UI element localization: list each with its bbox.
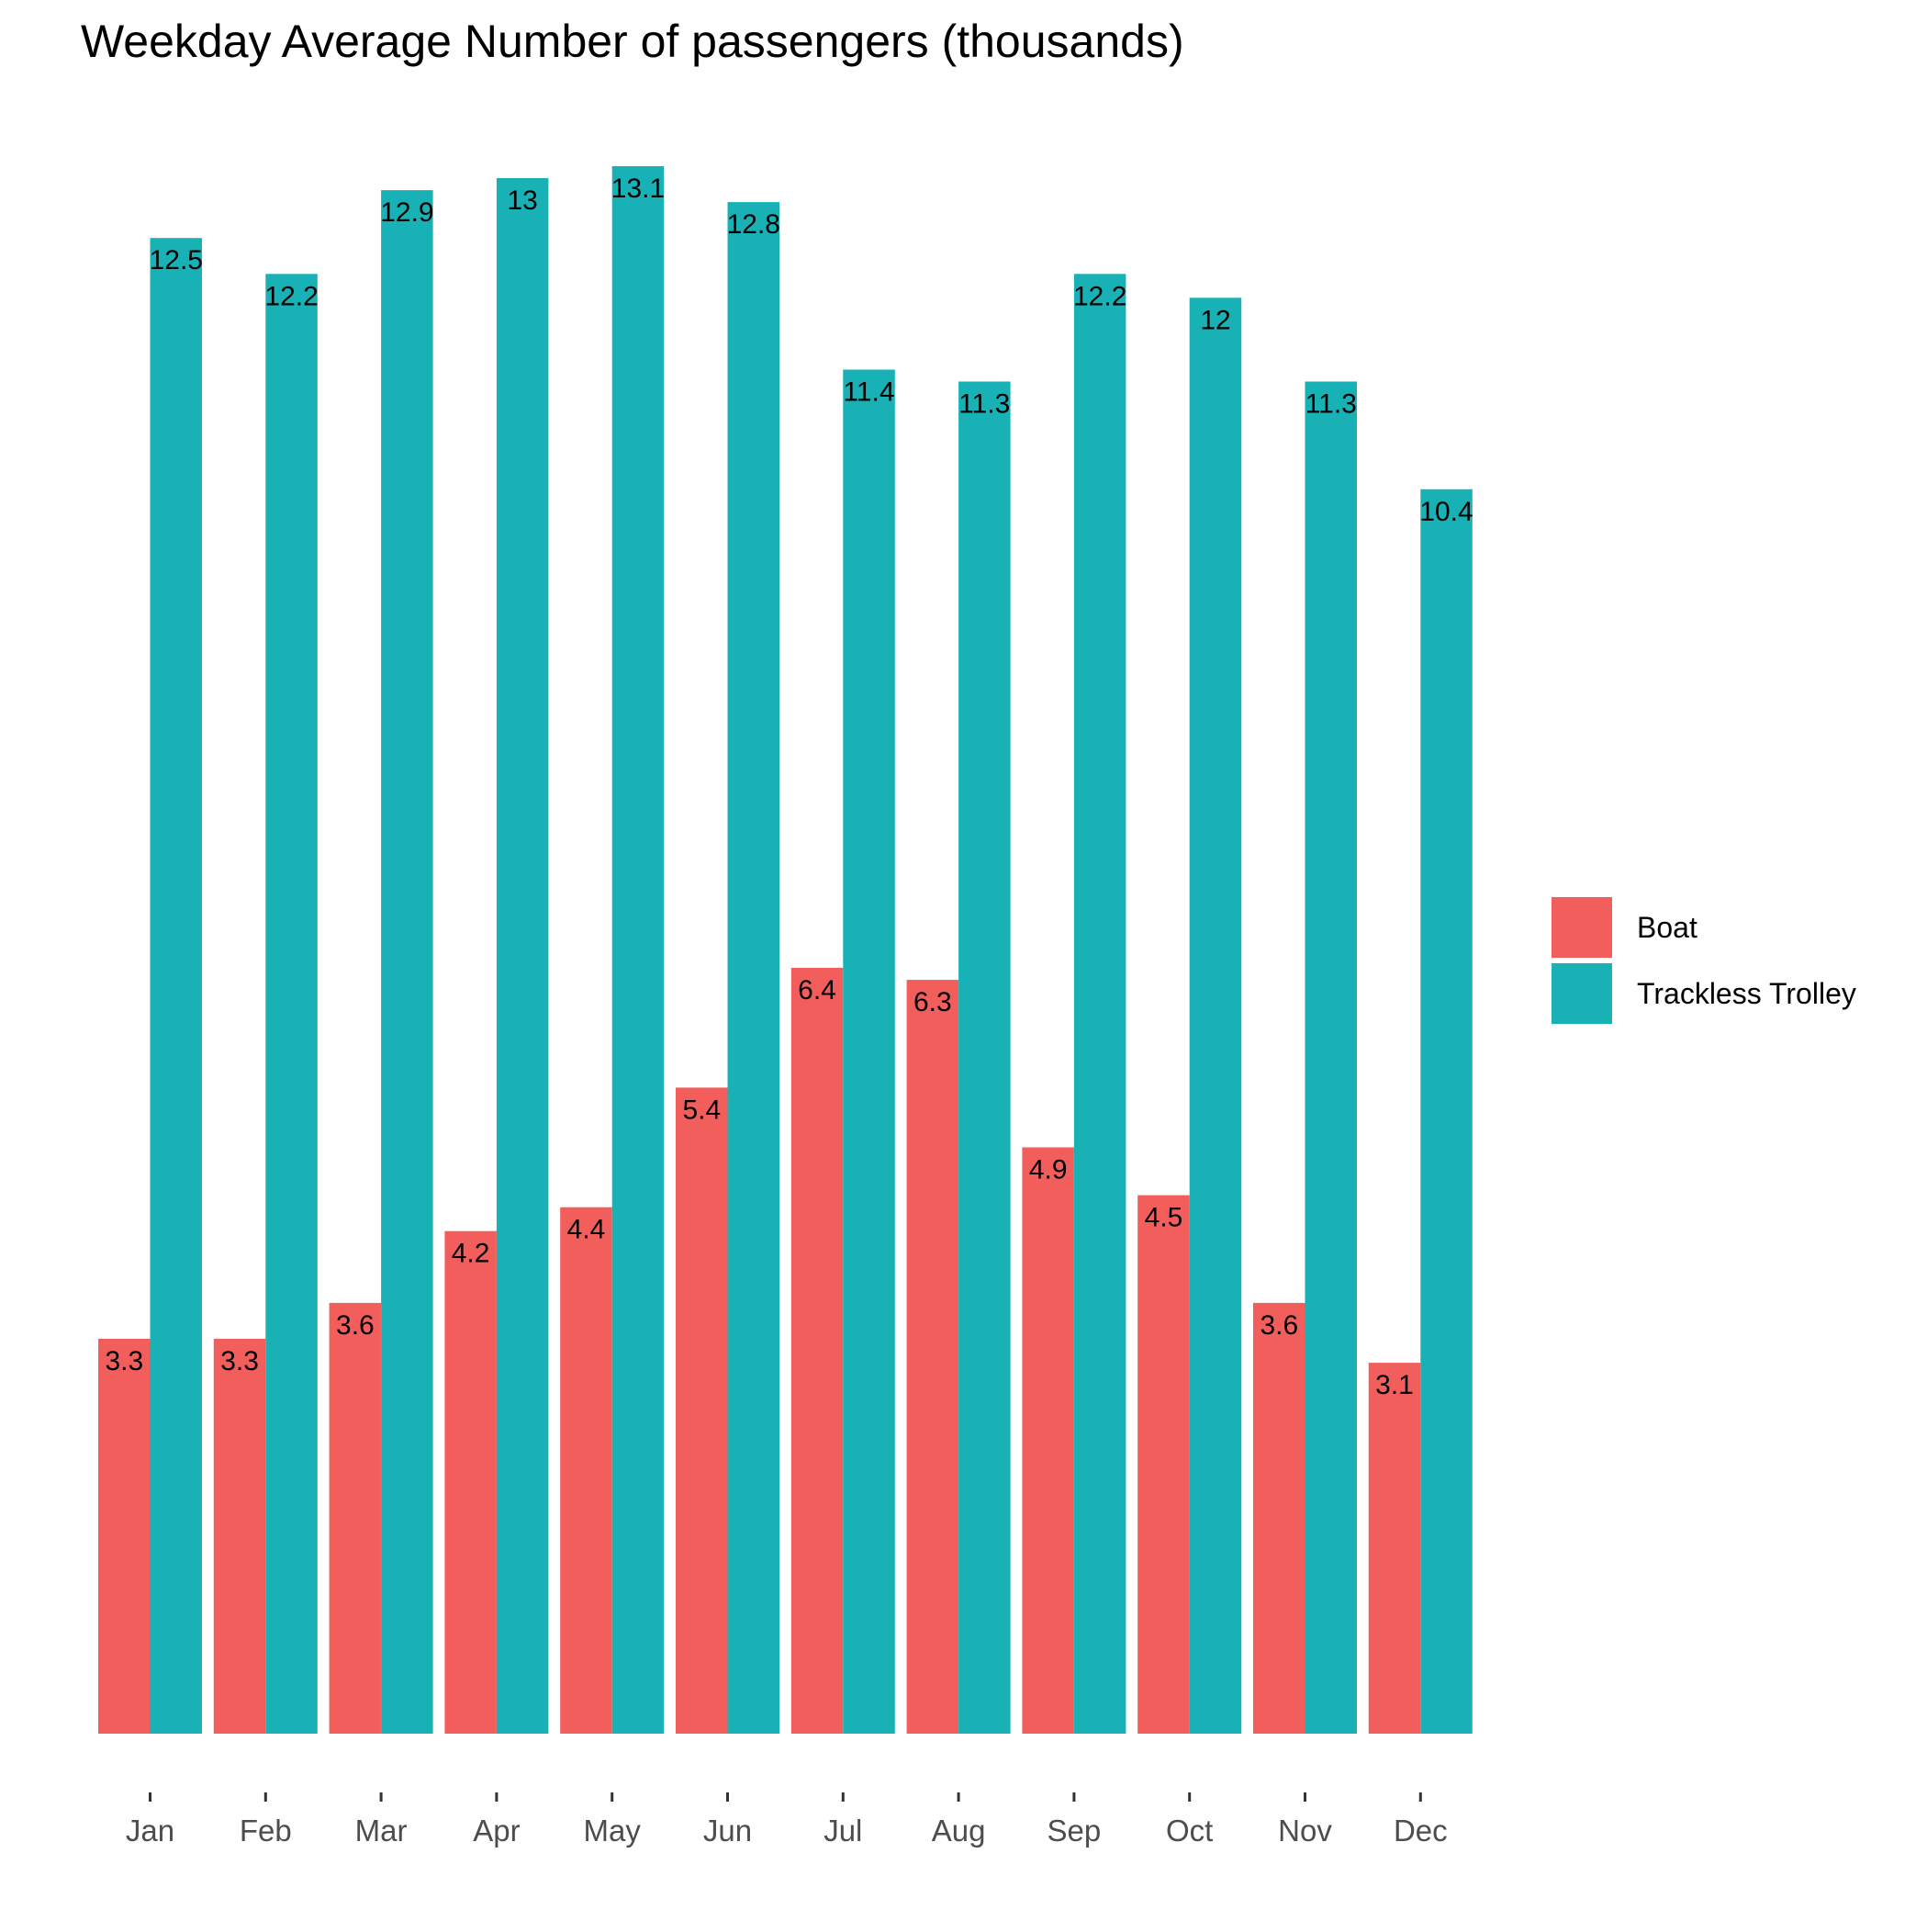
x-tick-label-nov: Nov bbox=[1278, 1814, 1332, 1848]
bar-boat-dec bbox=[1368, 1363, 1421, 1734]
bar-trackless-trolley-sep bbox=[1073, 274, 1126, 1734]
legend-label-boat: Boat bbox=[1637, 911, 1697, 944]
data-label-boat-apr: 4.2 bbox=[452, 1239, 490, 1269]
bar-trackless-trolley-oct bbox=[1189, 298, 1242, 1734]
x-tick-label-sep: Sep bbox=[1048, 1814, 1102, 1848]
bar-boat-feb bbox=[213, 1339, 266, 1734]
legend-key-boat bbox=[1552, 897, 1612, 958]
bars-layer bbox=[98, 166, 1473, 1735]
data-label-trackless-trolley-apr: 13 bbox=[507, 185, 537, 216]
data-label-trackless-trolley-sep: 12.2 bbox=[1073, 281, 1126, 311]
data-label-boat-sep: 4.9 bbox=[1029, 1155, 1068, 1185]
bar-boat-may bbox=[560, 1207, 612, 1734]
data-label-trackless-trolley-jun: 12.8 bbox=[727, 209, 780, 240]
data-label-trackless-trolley-feb: 12.2 bbox=[264, 281, 318, 311]
data-label-boat-feb: 3.3 bbox=[220, 1346, 259, 1376]
bar-boat-oct bbox=[1137, 1195, 1190, 1734]
chart-title: Weekday Average Number of passengers (th… bbox=[81, 16, 1184, 67]
data-label-boat-oct: 4.5 bbox=[1145, 1203, 1183, 1233]
x-tick-label-oct: Oct bbox=[1166, 1814, 1213, 1848]
data-label-trackless-trolley-oct: 12 bbox=[1200, 305, 1230, 335]
bar-boat-aug bbox=[906, 980, 959, 1734]
data-label-boat-dec: 3.1 bbox=[1375, 1370, 1414, 1400]
x-tick-label-may: May bbox=[584, 1814, 642, 1848]
data-label-trackless-trolley-nov: 11.3 bbox=[1305, 389, 1357, 420]
x-tick-label-aug: Aug bbox=[932, 1814, 986, 1848]
data-label-trackless-trolley-may: 13.1 bbox=[611, 174, 665, 204]
bar-trackless-trolley-aug bbox=[958, 381, 1011, 1734]
x-tick-label-jan: Jan bbox=[126, 1814, 174, 1848]
bar-trackless-trolley-mar bbox=[381, 190, 433, 1735]
bar-boat-jun bbox=[676, 1087, 728, 1734]
bar-trackless-trolley-may bbox=[611, 166, 665, 1734]
x-tick-label-dec: Dec bbox=[1394, 1814, 1448, 1848]
data-label-boat-aug: 6.3 bbox=[913, 987, 952, 1017]
bar-boat-apr bbox=[444, 1230, 497, 1734]
bar-trackless-trolley-nov bbox=[1305, 381, 1357, 1734]
legend: Boat Trackless Trolley bbox=[1552, 897, 1856, 1024]
data-label-boat-jul: 6.4 bbox=[798, 975, 836, 1005]
data-label-boat-may: 4.4 bbox=[567, 1215, 606, 1245]
bar-trackless-trolley-jan bbox=[150, 238, 202, 1735]
x-tick-label-feb: Feb bbox=[240, 1814, 292, 1848]
bar-boat-nov bbox=[1253, 1302, 1305, 1734]
x-axis: Jan Feb Mar Apr May Jun Jul Aug Sep Oct Nov Dec bbox=[126, 1792, 1448, 1848]
data-labels-layer: 3.3 12.5 3.3 12.2 3.6 12.9 4.2 13 4.4 13.1 5.4 12.8… bbox=[105, 174, 1473, 1400]
data-label-trackless-trolley-dec: 10.4 bbox=[1419, 497, 1473, 527]
bar-trackless-trolley-dec bbox=[1420, 489, 1473, 1734]
bar-boat-jul bbox=[790, 968, 844, 1734]
data-label-trackless-trolley-mar: 12.9 bbox=[380, 197, 433, 228]
bar-trackless-trolley-jul bbox=[843, 369, 895, 1734]
x-tick-label-apr: Apr bbox=[473, 1814, 520, 1848]
x-tick-label-jul: Jul bbox=[823, 1814, 862, 1848]
bar-trackless-trolley-jun bbox=[727, 202, 779, 1735]
data-label-trackless-trolley-aug: 11.3 bbox=[958, 389, 1010, 420]
data-label-boat-mar: 3.6 bbox=[336, 1310, 375, 1341]
data-label-boat-jun: 5.4 bbox=[682, 1095, 721, 1125]
bar-boat-sep bbox=[1022, 1147, 1074, 1734]
data-label-trackless-trolley-jan: 12.5 bbox=[150, 245, 203, 275]
x-tick-label-mar: Mar bbox=[355, 1814, 408, 1848]
data-label-trackless-trolley-jul: 11.4 bbox=[843, 377, 894, 408]
x-tick-label-jun: Jun bbox=[703, 1814, 752, 1848]
bar-boat-mar bbox=[329, 1302, 382, 1734]
bar-trackless-trolley-feb bbox=[265, 274, 318, 1734]
bar-boat-jan bbox=[98, 1339, 151, 1734]
data-label-boat-nov: 3.6 bbox=[1260, 1310, 1298, 1341]
legend-label-trackless-trolley: Trackless Trolley bbox=[1637, 977, 1856, 1010]
bar-trackless-trolley-apr bbox=[496, 178, 549, 1734]
legend-key-trackless-trolley bbox=[1552, 963, 1612, 1024]
data-label-boat-jan: 3.3 bbox=[105, 1346, 143, 1376]
